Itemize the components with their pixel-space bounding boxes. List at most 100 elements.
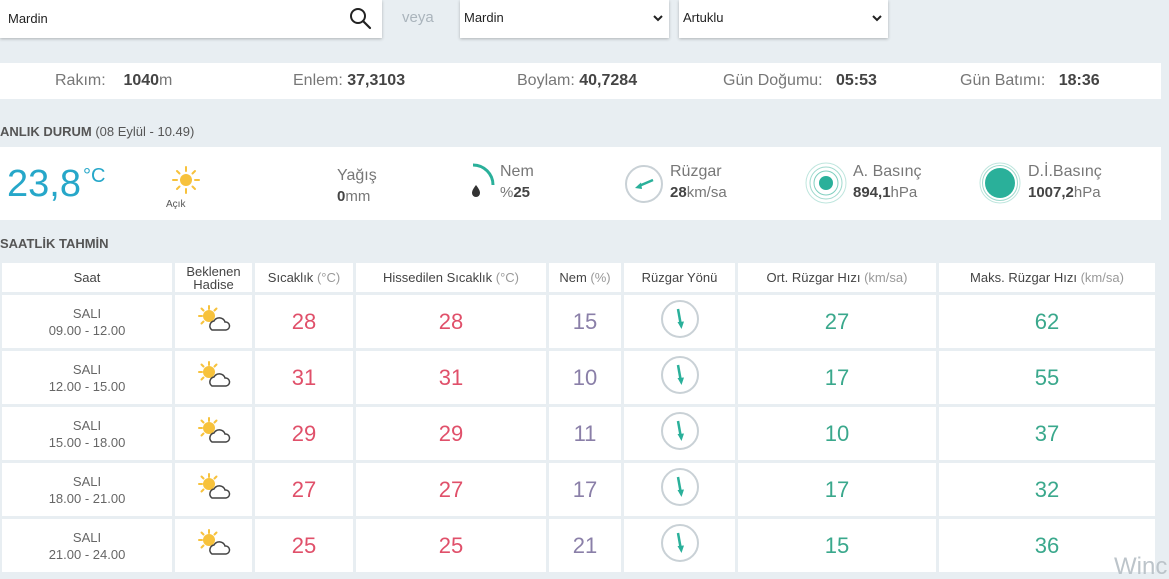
header-humidity: Nem (%) [549, 263, 621, 292]
header-feels-label: Hissedilen Sıcaklık [383, 270, 493, 285]
row-time-range: 09.00 - 12.00 [48, 322, 126, 338]
longitude-value: 40,7284 [579, 72, 638, 89]
district-select-value: Artuklu [683, 10, 724, 25]
altitude-unit: m [159, 72, 173, 89]
cell-avg-wind: 17 [738, 351, 936, 404]
row-day: SALI [72, 417, 102, 433]
altitude-label: Rakım: [55, 72, 106, 89]
current-subtitle: (08 Eylül - 10.49) [95, 124, 195, 139]
longitude: Boylam: 40,7284 [517, 72, 637, 90]
wind-direction-icon [660, 468, 699, 506]
humidity-value: %25 [500, 184, 530, 201]
cell-wind-direction [624, 407, 735, 460]
wind-direction-icon [660, 412, 699, 450]
header-wind-direction: Rüzgar Yönü [624, 263, 735, 292]
header-event: Beklenen Hadise [175, 263, 252, 292]
header-feels-unit: (°C) [495, 270, 519, 285]
partly-cloudy-icon [197, 473, 230, 499]
sea-level-pressure-icon [979, 162, 1021, 204]
cell-temp: 31 [255, 351, 353, 404]
row-day: SALI [72, 305, 102, 321]
cell-time: SALI 09.00 - 12.00 [2, 295, 172, 348]
city-select-value: Mardin [464, 10, 504, 25]
header-temp: Sıcaklık (°C) [255, 263, 353, 292]
cell-feels: 29 [356, 407, 546, 460]
cell-event [175, 463, 252, 516]
cell-time: SALI 21.00 - 24.00 [2, 519, 172, 572]
cell-temp: 27 [255, 463, 353, 516]
table-row: SALI 18.00 - 21.00 27 27 17 17 32 [2, 463, 1155, 516]
hourly-table-body: SALI 09.00 - 12.00 28 28 15 27 62 SALI 12.00 - 1… [2, 295, 1155, 572]
temp-value: 23,8 [7, 163, 81, 205]
cell-avg-wind: 10 [738, 407, 936, 460]
row-time-range: 21.00 - 24.00 [48, 546, 126, 562]
cell-wind-direction [624, 295, 735, 348]
sea-level-pressure-label: D.İ.Basınç [1028, 163, 1102, 180]
header-feels: Hissedilen Sıcaklık (°C) [356, 263, 546, 292]
pressure-amount: 894,1 [853, 184, 891, 201]
row-day: SALI [72, 529, 102, 545]
cell-avg-wind: 27 [738, 295, 936, 348]
cell-avg-wind: 17 [738, 463, 936, 516]
table-row: SALI 15.00 - 18.00 29 29 11 10 37 [2, 407, 1155, 460]
search-box [0, 0, 382, 38]
rain-unit: mm [345, 188, 371, 205]
sea-level-pressure-amount: 1007,2 [1028, 184, 1074, 201]
hourly-forecast-table: Saat Beklenen Hadise Sıcaklık (°C) Hisse… [0, 260, 1158, 575]
sunrise: Gün Doğumu: 05:53 [723, 72, 877, 90]
table-header-row: Saat Beklenen Hadise Sıcaklık (°C) Hisse… [2, 263, 1155, 292]
partly-cloudy-icon [197, 305, 230, 331]
chevron-down-icon [653, 15, 663, 22]
cell-temp: 25 [255, 519, 353, 572]
search-icon[interactable] [348, 6, 372, 30]
cell-feels: 25 [356, 519, 546, 572]
cell-event [175, 351, 252, 404]
table-row: SALI 12.00 - 15.00 31 31 10 17 55 [2, 351, 1155, 404]
sea-level-pressure-unit: hPa [1073, 184, 1101, 201]
partly-cloudy-icon [197, 417, 230, 443]
wind-label: Rüzgar [670, 163, 722, 180]
cell-event [175, 519, 252, 572]
header-humidity-label: Nem [559, 270, 587, 285]
cell-time: SALI 18.00 - 21.00 [2, 463, 172, 516]
temp-unit: °C [82, 165, 106, 187]
latitude-label: Enlem: [293, 72, 343, 89]
partly-cloudy-icon [197, 361, 230, 387]
table-row: SALI 09.00 - 12.00 28 28 15 27 62 [2, 295, 1155, 348]
hourly-title: SAATLİK TAHMİN [0, 236, 109, 251]
city-select[interactable]: Mardin [460, 0, 669, 38]
header-avg-wind-unit: (km/sa) [864, 270, 908, 285]
altitude-value: 1040 [123, 72, 160, 89]
header-temp-label: Sıcaklık [267, 270, 314, 285]
cell-humidity: 17 [549, 463, 621, 516]
cell-wind-direction [624, 519, 735, 572]
pressure-label: A. Basınç [853, 163, 922, 180]
search-input[interactable] [0, 0, 340, 36]
district-select[interactable]: Artuklu [679, 0, 888, 38]
rain-label: Yağış [337, 167, 377, 184]
humidity-prefix: % [500, 184, 514, 201]
current-title-text: ANLIK DURUM [0, 124, 92, 139]
cell-humidity: 15 [549, 295, 621, 348]
wind-direction-icon [625, 165, 663, 203]
cell-humidity: 10 [549, 351, 621, 404]
current-temperature: 23,8 °C [7, 163, 105, 206]
chevron-down-icon [872, 15, 882, 22]
cell-humidity: 21 [549, 519, 621, 572]
cell-event [175, 407, 252, 460]
cell-max-wind: 37 [939, 407, 1155, 460]
header-avg-wind: Ort. Rüzgar Hızı (km/sa) [738, 263, 936, 292]
sunset: Gün Batımı: 18:36 [960, 72, 1100, 90]
wind-direction-icon [660, 300, 699, 338]
sunrise-label: Gün Doğumu: [723, 72, 823, 89]
wind-amount: 28 [670, 184, 687, 201]
condition-label: Açık [166, 199, 186, 210]
row-time-range: 12.00 - 15.00 [48, 378, 126, 394]
pressure-unit: hPa [890, 184, 918, 201]
altitude: Rakım: 1040m [55, 72, 172, 90]
header-avg-wind-label: Ort. Rüzgar Hızı [766, 270, 861, 285]
sunrise-value: 05:53 [835, 72, 877, 89]
cell-temp: 28 [255, 295, 353, 348]
current-title: ANLIK DURUM (08 Eylül - 10.49) [0, 124, 194, 139]
wind-direction-icon [660, 356, 699, 394]
